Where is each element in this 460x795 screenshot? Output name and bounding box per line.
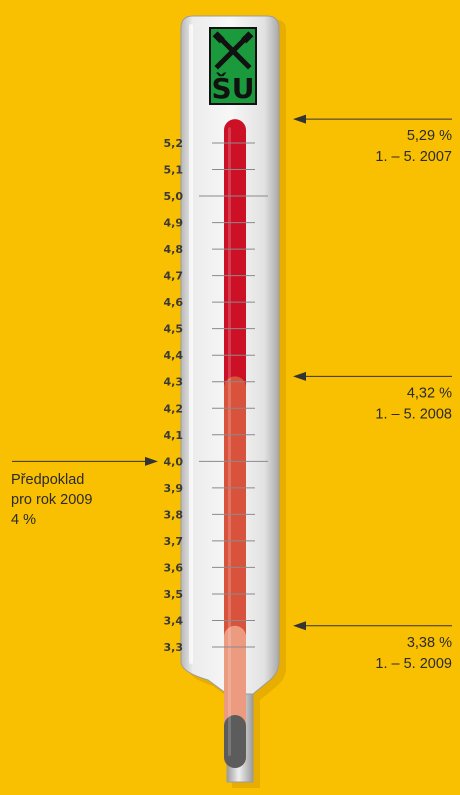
tick-label-17: 3,5 — [164, 588, 184, 601]
hammer-head-icon — [212, 31, 225, 44]
tick-label-7: 4,5 — [164, 323, 184, 336]
tick-label-3: 4,9 — [164, 217, 184, 230]
tick-label-5: 4,7 — [164, 270, 184, 283]
tick-label-14: 3,8 — [164, 508, 184, 521]
hammer-pick-icon — [214, 32, 252, 70]
mercury-bulb — [224, 715, 246, 768]
tick-label-4: 4,8 — [164, 243, 184, 256]
tube-highlight — [189, 24, 193, 664]
forecast-note: Předpoklad pro rok 2009 4 % — [11, 470, 136, 530]
annotation-arrow-0 — [293, 114, 306, 124]
annotation-value-2: 3,38 % — [407, 635, 452, 651]
tick-label-6: 4,6 — [164, 296, 184, 309]
temperature-bars — [224, 119, 246, 768]
logo-text: ŠU — [212, 71, 255, 105]
tick-label-11: 4,1 — [164, 429, 184, 442]
annotation-arrow-2 — [293, 621, 306, 631]
forecast-line-1: Předpoklad — [11, 472, 85, 488]
tick-label-0: 5,2 — [164, 137, 184, 150]
annotation-value-1: 4,32 % — [407, 385, 452, 401]
forecast-arrow — [145, 456, 158, 466]
tick-label-16: 3,6 — [164, 561, 184, 574]
forecast-line-3: 4 % — [11, 512, 36, 528]
scale-ticks: 5,2 5,1 5,0 4,9 4,8 4,7 4,6 4,5 4,4 4,3 4,2 4,1 4,0 3… — [164, 137, 268, 654]
mercury-shine — [228, 127, 231, 756]
value-annotations: 5,29 % 1. – 5. 2007 4,32 % 1. – 5. 2008 3,38… — [12, 114, 452, 672]
annotation-period-2: 1. – 5. 2009 — [375, 656, 452, 672]
tick-label-12: 4,0 — [164, 455, 184, 468]
tick-label-9: 4,3 — [164, 376, 184, 389]
tick-label-15: 3,7 — [164, 535, 184, 548]
pick-head-icon — [241, 31, 254, 44]
tick-label-13: 3,9 — [164, 482, 184, 495]
annotation-period-0: 1. – 5. 2007 — [375, 149, 452, 165]
tick-label-1: 5,1 — [164, 164, 184, 177]
tick-label-2: 5,0 — [164, 190, 184, 203]
tick-label-8: 4,4 — [164, 349, 184, 362]
forecast-line-2: pro rok 2009 — [11, 492, 93, 508]
tick-label-19: 3,3 — [164, 641, 184, 654]
annotation-value-0: 5,29 % — [407, 128, 452, 144]
annotation-period-1: 1. – 5. 2008 — [375, 406, 452, 422]
annotation-arrow-1 — [293, 371, 306, 381]
tick-label-18: 3,4 — [164, 614, 184, 627]
su-logo: ŠU — [209, 27, 257, 105]
tick-label-10: 4,2 — [164, 402, 184, 415]
